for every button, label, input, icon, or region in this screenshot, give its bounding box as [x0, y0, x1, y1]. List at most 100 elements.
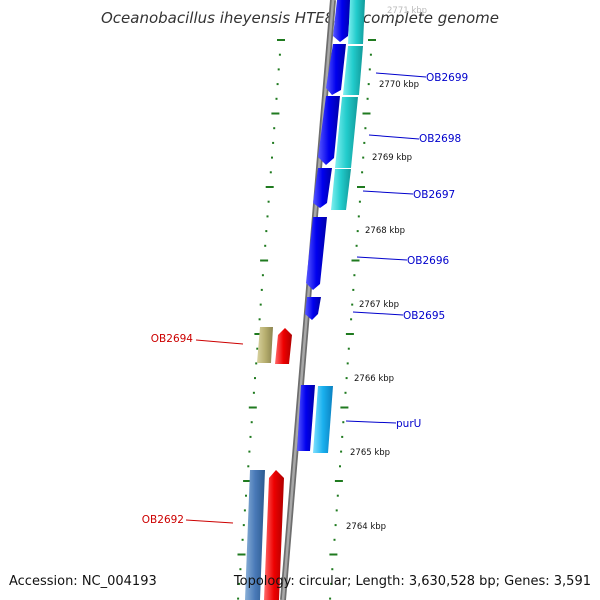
tick-mark — [346, 362, 349, 365]
gene-arrow-ob2692[interactable] — [245, 470, 265, 600]
tick-mark — [364, 127, 367, 130]
scale-label: 2766 kbp — [354, 374, 394, 384]
tick-mark — [249, 435, 252, 438]
gene-arrow-ob2691[interactable] — [264, 470, 284, 600]
tick-mark — [267, 200, 270, 203]
tick-mark — [331, 568, 334, 571]
gene-label[interactable]: OB2698 — [419, 133, 461, 145]
tick-mark — [353, 274, 356, 277]
scale-label: 2768 kbp — [365, 226, 405, 236]
tick-mark — [369, 53, 372, 56]
tick-mark — [340, 406, 349, 409]
tick-mark — [254, 377, 256, 380]
tick-mark — [361, 171, 364, 174]
scale-labels: 2771 kbp 2770 kbp 2769 kbp 2768 kbp 2767… — [346, 6, 427, 532]
tick-mark — [248, 406, 257, 409]
scale-label: 2764 kbp — [346, 522, 386, 532]
tick-mark — [260, 288, 263, 291]
tick-mark — [248, 450, 251, 453]
gene-label[interactable]: OB2697 — [413, 189, 455, 201]
gene-label[interactable]: OB2695 — [403, 310, 445, 322]
gene-arrow-ob2699[interactable] — [326, 44, 346, 95]
gene-arrow-ob2698[interactable] — [318, 96, 340, 165]
tick-mark — [243, 509, 246, 512]
gene-arrow-ob2697b[interactable] — [331, 169, 351, 210]
tick-mark — [368, 68, 371, 71]
tick-mark — [341, 435, 344, 438]
tick-mark — [238, 582, 241, 585]
gene-labels: OB2699 OB2698 OB2697 OB2696 OB2695 purU … — [142, 72, 468, 526]
tick-mark — [367, 83, 370, 86]
tick-mark — [273, 127, 276, 130]
gene-arrow-ob2697[interactable] — [313, 168, 332, 208]
tick-mark — [351, 303, 354, 306]
tick-mark — [247, 465, 250, 468]
gene-label[interactable]: OB2696 — [407, 255, 450, 267]
tick-mark — [329, 597, 332, 600]
reverse-genes — [245, 327, 292, 600]
scale-label: 2769 kbp — [372, 153, 412, 163]
gene-label[interactable]: OB2692 — [142, 514, 184, 526]
gene-arrow-ob2695[interactable] — [305, 297, 321, 320]
tick-mark — [340, 450, 343, 453]
tick-mark — [275, 97, 278, 100]
tick-mark — [250, 421, 253, 424]
tick-mark — [245, 494, 247, 497]
scale-label: 2765 kbp — [350, 448, 390, 458]
tick-mark — [329, 553, 338, 556]
tick-mark — [266, 215, 269, 218]
gene-arrow-ob2694[interactable] — [257, 327, 273, 363]
tick-mark — [355, 244, 358, 247]
tick-mark — [358, 200, 361, 203]
tick-mark — [278, 53, 281, 56]
tick-mark — [336, 494, 339, 497]
tick-mark — [347, 347, 350, 350]
gene-arrow-ob2700b[interactable] — [348, 0, 365, 44]
tick-mark — [344, 391, 347, 394]
tick-mark — [265, 186, 274, 188]
gene-arrow-ob2693[interactable] — [275, 328, 292, 364]
map-title: Oceanobacillus iheyensis HTE831, complet… — [101, 9, 499, 27]
tick-mark — [368, 39, 376, 41]
gene-label[interactable]: OB2694 — [151, 333, 194, 345]
tick-mark — [255, 362, 258, 365]
tick-mark — [239, 568, 242, 571]
tick-mark — [237, 597, 240, 600]
tick-mark — [276, 83, 279, 86]
gene-label[interactable]: OB2699 — [426, 72, 468, 84]
tick-mark — [261, 274, 264, 277]
gene-arrow-purU[interactable] — [313, 386, 333, 453]
gene-arrow-ob2698b[interactable] — [335, 97, 358, 168]
scale-label: 2771 kbp — [387, 6, 427, 16]
tick-mark — [272, 141, 275, 144]
gene-label[interactable]: purU — [396, 418, 421, 430]
forward-genes — [297, 0, 365, 453]
tick-mark — [334, 524, 337, 527]
tick-mark — [333, 538, 336, 541]
tick-mark — [237, 553, 246, 556]
tick-mark — [342, 421, 345, 424]
tick-mark — [345, 377, 348, 380]
scale-label: 2767 kbp — [359, 300, 399, 310]
tick-mark — [352, 288, 355, 291]
tick-mark — [362, 156, 365, 159]
label-leaders — [185, 72, 427, 524]
tick-mark — [335, 509, 338, 512]
gene-arrow-ob2700[interactable] — [333, 0, 351, 42]
tick-mark — [357, 215, 360, 218]
tick-mark — [351, 259, 360, 262]
tick-mark — [254, 333, 263, 335]
gene-arrow-ob2699b[interactable] — [343, 46, 363, 95]
tick-mark — [265, 230, 268, 233]
left-tick-track — [237, 39, 285, 600]
tick-mark — [256, 347, 259, 350]
tick-mark — [357, 186, 365, 188]
tick-mark — [242, 524, 245, 527]
gene-arrow-ob2696[interactable] — [306, 217, 327, 290]
tick-mark — [277, 39, 285, 41]
tick-mark — [241, 538, 244, 541]
tick-mark — [269, 171, 272, 174]
gene-arrow-purU-partner[interactable] — [297, 385, 315, 451]
